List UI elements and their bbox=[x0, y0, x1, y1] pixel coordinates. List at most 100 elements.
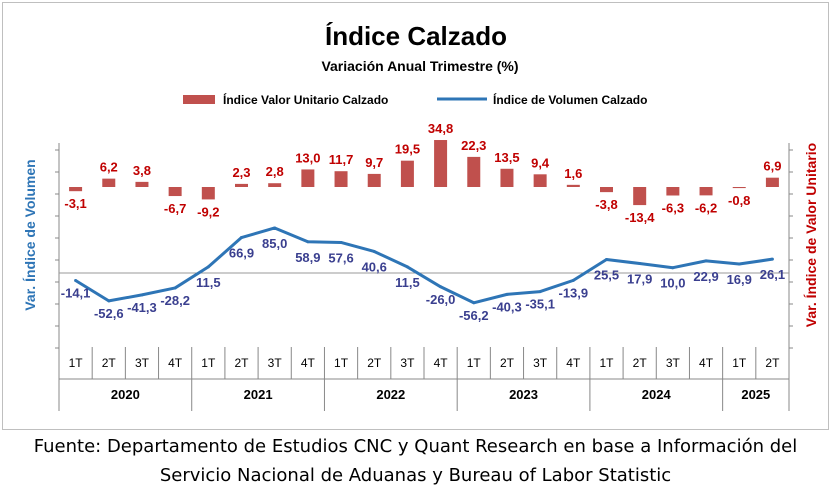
line-data-label: 11,5 bbox=[196, 275, 221, 290]
bar-data-label: 9,7 bbox=[365, 155, 383, 170]
x-tick-label: 2T bbox=[234, 356, 249, 370]
bar-valor-unitario bbox=[334, 171, 348, 187]
line-point-volumen bbox=[439, 285, 443, 289]
line-data-label: 66,9 bbox=[229, 246, 254, 261]
bar-data-label: -3,8 bbox=[595, 197, 617, 212]
bar-valor-unitario bbox=[400, 160, 414, 187]
bar-valor-unitario bbox=[235, 183, 248, 187]
bar-data-label: 13,5 bbox=[494, 150, 519, 165]
line-point-volumen bbox=[206, 265, 210, 269]
line-point-volumen bbox=[770, 257, 774, 261]
x-tick-label: 1T bbox=[732, 356, 747, 370]
bar-data-label: 11,7 bbox=[329, 152, 354, 167]
x-tick-label: 2T bbox=[633, 356, 648, 370]
bar-data-label: -6,7 bbox=[164, 201, 186, 216]
line-point-volumen bbox=[671, 266, 675, 270]
y-axis-left-label: Var. Índice de Volumen bbox=[22, 159, 38, 310]
bar-data-label: 22,3 bbox=[461, 138, 486, 153]
line-data-label: -40,3 bbox=[492, 299, 522, 314]
line-point-volumen bbox=[405, 265, 409, 269]
footer-line-2: Servicio Nacional de Aduanas y Bureau of… bbox=[159, 465, 672, 486]
x-tick-label: 1T bbox=[69, 356, 84, 370]
bar-data-label: 2,3 bbox=[232, 165, 250, 180]
bar-data-label: 2,8 bbox=[266, 164, 284, 179]
line-point-volumen bbox=[737, 262, 741, 266]
x-tick-label: 3T bbox=[268, 356, 283, 370]
bar-valor-unitario bbox=[168, 187, 182, 197]
bar-data-label: 34,8 bbox=[428, 121, 453, 136]
legend-bar-swatch bbox=[183, 95, 215, 104]
bar-data-label: 9,4 bbox=[531, 155, 550, 170]
line-data-label: 10,0 bbox=[660, 276, 685, 291]
line-point-volumen bbox=[472, 301, 476, 305]
bar-data-label: 13,0 bbox=[295, 150, 320, 165]
x-tick-label: 4T bbox=[566, 356, 581, 370]
bar-data-label: -6,2 bbox=[695, 200, 717, 215]
line-data-label: -28,2 bbox=[160, 293, 190, 308]
x-tick-label: 2T bbox=[765, 356, 780, 370]
bar-valor-unitario bbox=[666, 187, 680, 196]
line-point-volumen bbox=[571, 278, 575, 282]
chart-canvas: Índice Calzado Variación Anual Trimestre… bbox=[22, 21, 819, 411]
x-year-label: 2023 bbox=[509, 387, 538, 402]
bar-valor-unitario bbox=[699, 187, 713, 196]
line-point-volumen bbox=[372, 249, 376, 253]
line-point-volumen bbox=[74, 278, 78, 282]
bar-valor-unitario bbox=[102, 178, 116, 187]
x-year-label: 2022 bbox=[376, 387, 405, 402]
bar-valor-unitario bbox=[500, 168, 514, 187]
line-point-volumen bbox=[273, 226, 277, 230]
x-tick-label: 2T bbox=[500, 356, 515, 370]
source-footer: Fuente: Departamento de Estudios CNC y Q… bbox=[0, 432, 831, 490]
bar-data-label: -0,8 bbox=[728, 193, 750, 208]
line-volumen bbox=[74, 226, 773, 305]
line-data-label: 58,9 bbox=[295, 250, 320, 265]
line-point-volumen bbox=[107, 299, 111, 303]
line-data-label: -13,9 bbox=[558, 285, 588, 300]
line-data-label: -56,2 bbox=[459, 308, 489, 323]
line-point-volumen bbox=[704, 259, 708, 263]
line-data-label: 57,6 bbox=[328, 250, 353, 265]
bar-valor-unitario bbox=[367, 173, 381, 187]
line-point-volumen bbox=[505, 292, 509, 296]
legend-line-label: Índice de Volumen Calzado bbox=[493, 92, 647, 107]
chart-title: Índice Calzado bbox=[325, 21, 507, 51]
x-tick-label: 1T bbox=[467, 356, 482, 370]
x-tick-label: 4T bbox=[168, 356, 183, 370]
bar-valor-unitario bbox=[201, 187, 215, 200]
line-point-volumen bbox=[140, 293, 144, 297]
x-tick-label: 3T bbox=[400, 356, 415, 370]
line-data-label: -26,0 bbox=[426, 292, 456, 307]
legend-bar-label: Índice Valor Unitario Calzado bbox=[223, 92, 388, 107]
chart-subtitle: Variación Anual Trimestre (%) bbox=[321, 58, 518, 74]
x-tick-label: 2T bbox=[102, 356, 117, 370]
bar-data-label: 1,6 bbox=[564, 166, 582, 181]
bar-data-label: 6,2 bbox=[100, 160, 118, 175]
line-data-label: 16,9 bbox=[727, 272, 752, 287]
bar-valor-unitario bbox=[434, 140, 448, 187]
line-point-volumen bbox=[339, 240, 343, 244]
bar-valor-unitario bbox=[467, 156, 481, 187]
x-year-label: 2024 bbox=[642, 387, 672, 402]
line-data-label: 85,0 bbox=[262, 236, 287, 251]
x-year-label: 2021 bbox=[244, 387, 273, 402]
bar-data-label: 3,8 bbox=[133, 163, 151, 178]
bar-data-label: 19,5 bbox=[395, 142, 420, 157]
bar-valor-unitario bbox=[268, 183, 282, 187]
chart-frame: Índice Calzado Variación Anual Trimestre… bbox=[2, 2, 829, 430]
bar-data-label: -3,1 bbox=[64, 196, 86, 211]
bar-valor-unitario bbox=[600, 187, 613, 193]
plot-area: -3,1 6,2 3,8 -6,7 -9,2 2,3 2,8 13,0 11,7 9,7 19,5 3… bbox=[55, 121, 793, 411]
bar-valor-unitario bbox=[533, 174, 547, 187]
bar-valor-unitario bbox=[301, 169, 315, 187]
footer-line-1: Fuente: Departamento de Estudios CNC y Q… bbox=[33, 436, 798, 457]
x-tick-label: 1T bbox=[201, 356, 216, 370]
line-data-label: 11,5 bbox=[395, 275, 420, 290]
bar-valor-unitario bbox=[135, 181, 149, 187]
line-point-volumen bbox=[638, 262, 642, 266]
line-point-volumen bbox=[173, 286, 177, 290]
line-point-volumen bbox=[538, 290, 542, 294]
line-data-label: -35,1 bbox=[525, 297, 555, 312]
line-data-label: 22,9 bbox=[693, 269, 718, 284]
line-data-label: 26,1 bbox=[760, 267, 785, 282]
